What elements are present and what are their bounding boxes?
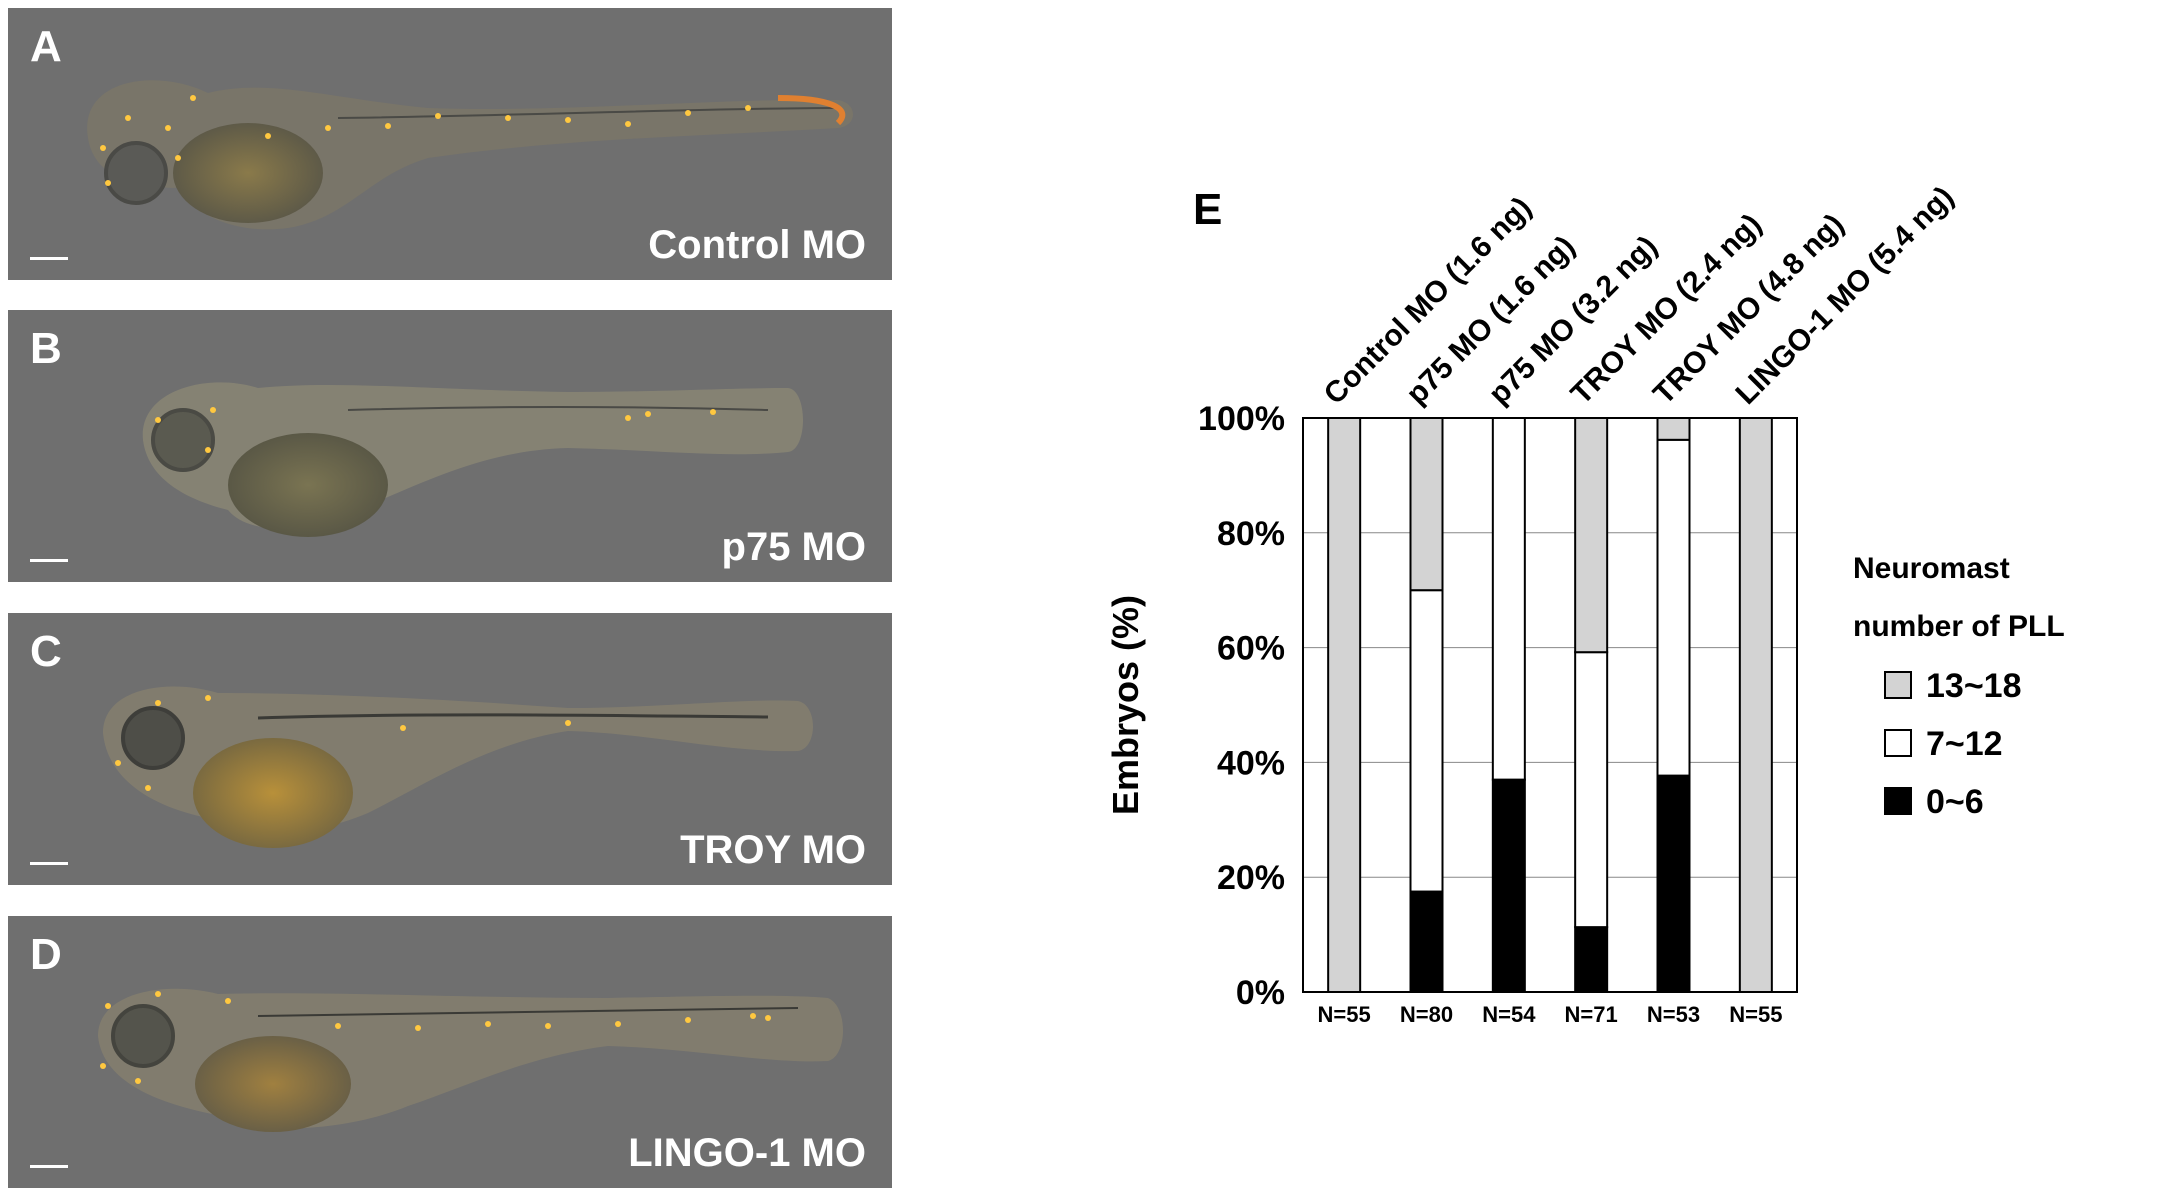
legend-swatch — [1884, 671, 1912, 699]
y-tick-label: 0% — [1236, 974, 1285, 1012]
y-axis-label: Embryos (%) — [1105, 595, 1146, 815]
bar-segment — [1327, 417, 1362, 993]
scale-bar — [30, 862, 68, 865]
panel-letter: C — [30, 627, 62, 676]
bar-segment — [1409, 890, 1444, 993]
legend-title: number of PLL — [1853, 610, 2065, 643]
y-tick-label: 40% — [1217, 744, 1285, 782]
bar-segment — [1656, 417, 1691, 441]
embryo-image — [8, 310, 892, 582]
legend-label: 7~12 — [1926, 725, 2003, 763]
photo-panel-a: A Control MO — [8, 8, 892, 280]
photo-panel-b: B p75 MO — [8, 310, 892, 582]
scale-bar — [30, 257, 68, 260]
sample-size-label: N=53 — [1647, 1002, 1700, 1027]
scale-bar — [30, 559, 68, 562]
panel-letter: D — [30, 930, 62, 979]
bar-segment — [1738, 417, 1773, 993]
bar-segment — [1574, 651, 1609, 929]
photo-panel-d: D LINGO-1 MO — [8, 916, 892, 1188]
bar-segment — [1574, 926, 1609, 993]
bar-segment — [1491, 778, 1526, 993]
bar-segment — [1409, 589, 1444, 893]
sample-size-label: N=54 — [1482, 1002, 1536, 1027]
scale-bar — [30, 1165, 68, 1168]
panel-condition-label: LINGO-1 MO — [628, 1131, 866, 1175]
bar-segment — [1409, 417, 1444, 592]
bar-segment — [1656, 774, 1691, 993]
y-tick-label: 100% — [1198, 400, 1285, 438]
panel-condition-label: Control MO — [648, 223, 866, 267]
sample-size-label: N=55 — [1729, 1002, 1782, 1027]
panel-letter: B — [30, 324, 62, 373]
y-tick-label: 60% — [1217, 630, 1285, 668]
legend-title: Neuromast — [1853, 552, 2010, 585]
sample-size-label: N=80 — [1400, 1002, 1453, 1027]
embryo-image — [8, 916, 892, 1188]
y-tick-labels: 0% 20% 40% 60% 80% 100% — [1198, 400, 1285, 1012]
y-tick-label: 20% — [1217, 859, 1285, 897]
panel-condition-label: p75 MO — [721, 525, 866, 569]
legend-label: 0~6 — [1926, 783, 1984, 821]
embryo-image — [8, 8, 892, 280]
panel-condition-label: TROY MO — [680, 828, 866, 872]
gridlines — [1303, 532, 1797, 878]
category-labels: Control MO (1.6 ng)p75 MO (1.6 ng)p75 MO… — [1318, 180, 1960, 411]
bar-segment — [1491, 417, 1526, 781]
legend-swatch — [1884, 729, 1912, 757]
embryo-image — [8, 613, 892, 885]
sample-size-labels: N=55 N=80 N=54 N=71 N=53 N=55 — [1318, 1002, 1783, 1027]
legend-label: 13~18 — [1926, 667, 2022, 705]
sample-size-label: N=55 — [1318, 1002, 1371, 1027]
bar-segment — [1656, 438, 1691, 777]
y-tick-label: 80% — [1217, 515, 1285, 553]
legend: Neuromast number of PLL 13~18 7~12 0~6 — [1853, 552, 2065, 821]
photo-panel-c: C TROY MO — [8, 613, 892, 885]
plot-frame — [1302, 417, 1798, 993]
bars — [1327, 417, 1773, 993]
legend-swatch — [1884, 787, 1912, 815]
sample-size-label: N=71 — [1565, 1002, 1618, 1027]
panel-letter: A — [30, 22, 62, 71]
panel-letter-e: E — [1193, 185, 1222, 234]
bar-segment — [1574, 417, 1609, 654]
